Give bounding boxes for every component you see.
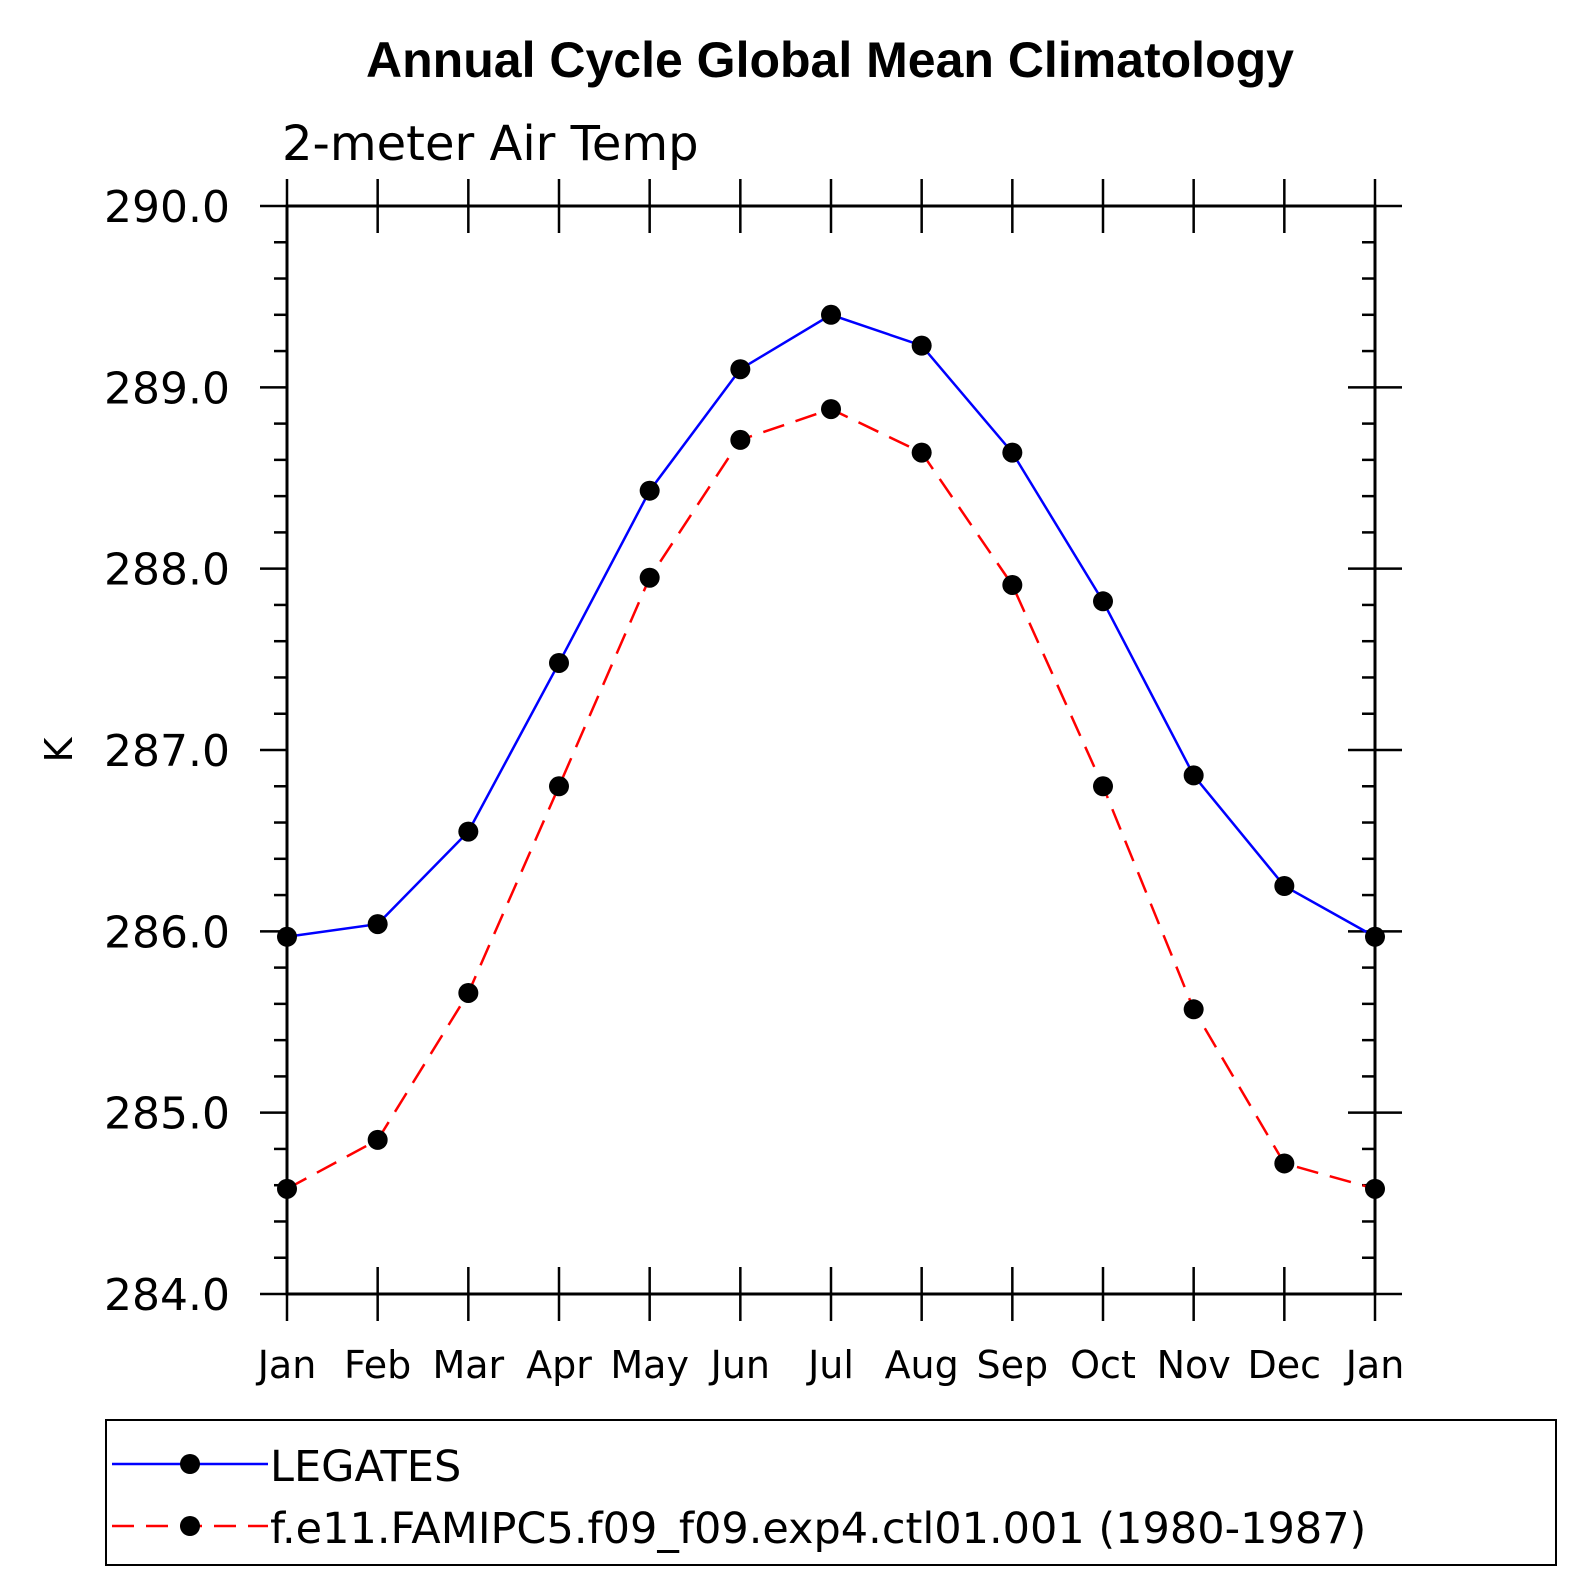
x-tick-label: May — [610, 1343, 689, 1387]
y-tick-label: 289.0 — [104, 363, 230, 414]
series-2-point — [1002, 574, 1023, 595]
series-2-point — [821, 399, 841, 420]
legend-box — [105, 1419, 1557, 1566]
y-tick-label: 290.0 — [104, 182, 230, 233]
chart-subtitle: 2-meter Air Temp — [282, 116, 699, 172]
series-1-point — [1365, 926, 1385, 947]
x-tick-label: Mar — [432, 1343, 504, 1387]
x-tick-label: Jul — [806, 1343, 854, 1387]
series-2-point — [277, 1178, 297, 1199]
x-tick-label: Dec — [1248, 1343, 1322, 1387]
series-1-point — [549, 652, 569, 673]
legend-marker-2 — [180, 1516, 200, 1536]
x-tick-label: Feb — [344, 1343, 411, 1387]
series-1-point — [1002, 442, 1023, 463]
series-layer — [277, 304, 1385, 1199]
series-2-point — [458, 982, 479, 1003]
x-tick-label: Sep — [977, 1343, 1049, 1387]
y-tick-label: 285.0 — [104, 1089, 230, 1140]
legend-marker-1 — [180, 1454, 200, 1474]
series-2-point — [367, 1129, 388, 1150]
series-1-point — [911, 335, 932, 356]
x-tick-label: Aug — [885, 1343, 959, 1387]
legend-label-1: LEGATES — [270, 1442, 461, 1492]
x-tick-label: Jan — [1344, 1343, 1405, 1387]
series-2-point — [730, 429, 751, 450]
series-1-point — [639, 480, 660, 501]
series-2-point — [1365, 1178, 1385, 1199]
x-axis-ticks: Jan Feb Mar Apr May Jun Jul Aug Sep Oct Nov Dec Jan — [256, 179, 1405, 1387]
series-1-point — [458, 821, 479, 842]
series-1-point — [730, 359, 751, 380]
series-1-point — [1183, 765, 1204, 786]
series-1-point — [1093, 591, 1113, 612]
series-2-point — [1274, 1153, 1295, 1174]
y-axis-label: K — [37, 736, 81, 762]
series-2-point — [911, 442, 932, 463]
x-tick-label: Nov — [1157, 1343, 1231, 1387]
legend: LEGATES f.e11.FAMIPC5.f09_f09.exp4.ctl01.… — [105, 1419, 1557, 1566]
series-1-point — [367, 914, 388, 935]
series-2-point — [1183, 999, 1204, 1020]
series-1-point — [821, 304, 841, 325]
x-tick-label: Jun — [709, 1343, 770, 1387]
series-2-point — [549, 776, 569, 797]
legend-items: LEGATES f.e11.FAMIPC5.f09_f09.exp4.ctl01.… — [112, 1442, 1366, 1554]
series-2-point — [639, 567, 660, 588]
x-tick-label: Oct — [1070, 1343, 1136, 1387]
y-tick-label: 286.0 — [104, 907, 230, 958]
y-tick-label: 288.0 — [104, 545, 230, 596]
chart-title: Annual Cycle Global Mean Climatology — [366, 32, 1294, 88]
y-axis-ticks: 284.0 285.0 286.0 287.0 288.0 289.0 290.0 — [104, 182, 1402, 1321]
x-tick-label: Apr — [526, 1343, 592, 1387]
legend-label-2: f.e11.FAMIPC5.f09_f09.exp4.ctl01.001 (19… — [270, 1504, 1366, 1554]
y-tick-label: 287.0 — [104, 726, 230, 777]
y-tick-label: 284.0 — [104, 1270, 230, 1321]
x-tick-label: Jan — [256, 1343, 317, 1387]
series-1-point — [277, 926, 297, 947]
plot-frame — [285, 204, 1377, 1296]
series-2-point — [1093, 776, 1113, 797]
series-1-point — [1274, 876, 1295, 896]
